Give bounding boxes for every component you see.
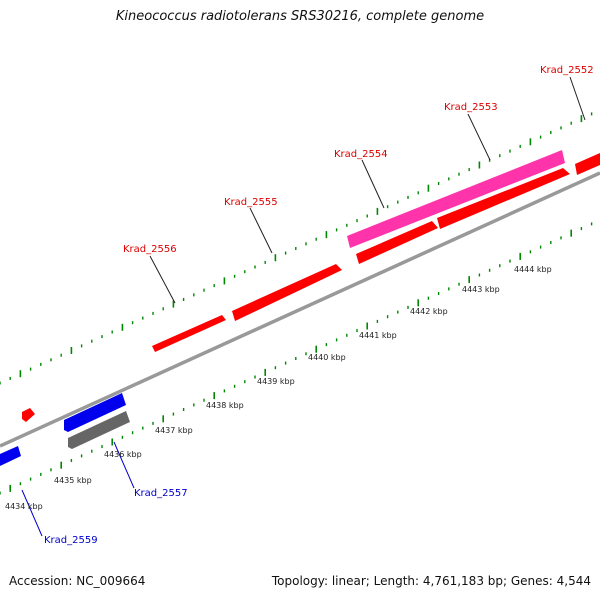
scale-label: 4443 kbp <box>462 285 500 294</box>
accession-text: Accession: NC_009664 <box>9 574 146 588</box>
scale-label: 4440 kbp <box>308 353 346 362</box>
leader-krad-2556 <box>149 255 176 304</box>
gene-arrow-krad-2556[interactable] <box>152 315 226 352</box>
gene-label-krad-2559[interactable]: Krad_2559 <box>44 535 98 546</box>
gene-label-krad-2557[interactable]: Krad_2557 <box>134 488 188 499</box>
leader-krad-2553 <box>467 113 491 161</box>
small-gene-marker[interactable] <box>22 408 35 422</box>
gene-arrow-krad-2553[interactable] <box>437 168 570 229</box>
scale-label: 4442 kbp <box>410 307 448 316</box>
leader-krad-2559 <box>21 489 43 537</box>
scale-label: 4439 kbp <box>257 377 295 386</box>
lower-tick-track <box>0 222 593 495</box>
map-title: Kineococcus radiotolerans SRS30216, comp… <box>115 9 485 24</box>
gene-label-krad-2554[interactable]: Krad_2554 <box>334 149 388 160</box>
leader-krad-2557 <box>113 441 135 489</box>
upper-tick-track <box>0 112 593 385</box>
gene-label-krad-2552[interactable]: Krad_2552 <box>540 65 594 76</box>
gene-label-krad-2553[interactable]: Krad_2553 <box>444 102 498 113</box>
leader-krad-2554 <box>361 159 385 209</box>
scale-label: 4436 kbp <box>104 450 142 459</box>
gene-arrow-krad-2554-lower[interactable] <box>356 221 438 264</box>
scale-label: 4437 kbp <box>155 426 193 435</box>
gene-arrow-grey[interactable] <box>68 411 130 449</box>
scale-label: 4441 kbp <box>359 331 397 340</box>
scale-label: 4444 kbp <box>514 265 552 274</box>
scale-label: 4435 kbp <box>54 476 92 485</box>
gene-arrow-krad-2559[interactable] <box>0 446 21 466</box>
genome-summary-text: Topology: linear; Length: 4,761,183 bp; … <box>271 574 591 588</box>
scale-label: 4438 kbp <box>206 401 244 410</box>
gene-arrow-krad-2552[interactable] <box>575 153 600 175</box>
gene-highlight-krad-2554[interactable] <box>347 150 565 248</box>
gene-arrow-krad-2557[interactable] <box>64 393 126 432</box>
scale-label: 4434 kbp <box>5 502 43 511</box>
genome-backbone <box>0 171 600 448</box>
leader-krad-2555 <box>249 207 273 254</box>
gene-label-krad-2556[interactable]: Krad_2556 <box>123 244 177 255</box>
leader-krad-2552 <box>569 76 586 121</box>
gene-arrow-krad-2555[interactable] <box>232 264 342 321</box>
gene-label-krad-2555[interactable]: Krad_2555 <box>224 197 278 208</box>
